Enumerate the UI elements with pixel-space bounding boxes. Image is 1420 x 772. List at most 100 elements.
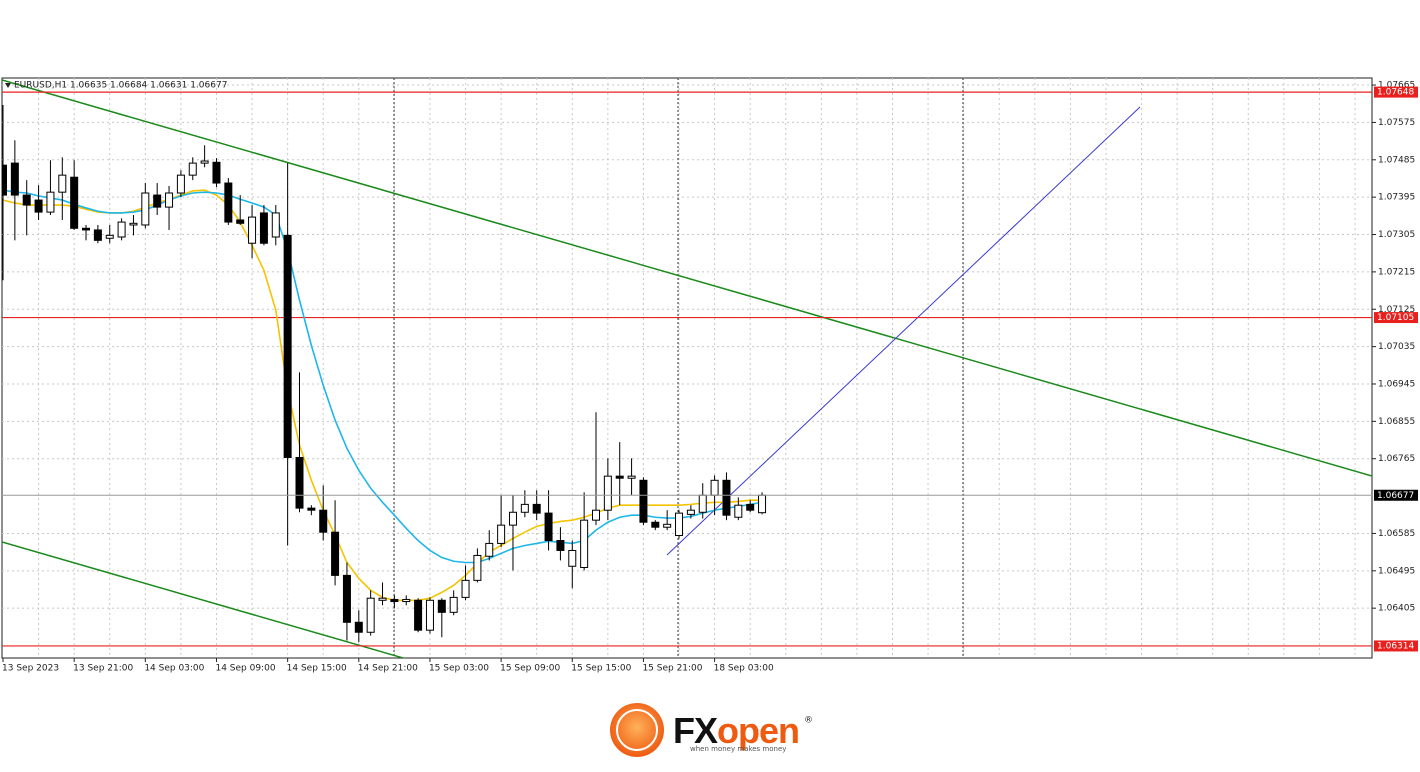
candle-body [580, 519, 589, 568]
candle-body [461, 579, 470, 598]
level-label-box [1374, 312, 1418, 324]
x-tick-label: 14 Sep 09:00 [215, 664, 275, 674]
candle-body [651, 521, 660, 528]
candle-body [248, 216, 257, 244]
candle-body [414, 599, 423, 631]
candle-body [603, 475, 612, 511]
candle-body [758, 494, 767, 514]
candle-body [283, 234, 292, 458]
candle-body [366, 597, 375, 633]
level-label: 1.07648 [1377, 88, 1414, 98]
candle-body [212, 161, 221, 184]
candle-body [710, 479, 719, 496]
candle-body [141, 192, 150, 226]
y-tick-label: 1.06765 [1378, 454, 1415, 464]
candle-body [390, 598, 399, 603]
candle-body [532, 503, 541, 514]
candle-body [129, 222, 138, 226]
candle-body [615, 475, 624, 479]
candle-body [200, 160, 209, 164]
candle-body [675, 512, 684, 537]
x-tick-label: 15 Sep 15:00 [571, 664, 631, 674]
candle-body [93, 229, 102, 241]
candle-body [153, 194, 162, 208]
candle-body [331, 531, 340, 576]
logo-brand-1: FX [673, 710, 718, 751]
symbol-marker [5, 83, 11, 88]
candle-body [663, 523, 672, 528]
candle-body [236, 219, 245, 224]
candle-body [449, 596, 458, 613]
candle-body [295, 456, 304, 509]
candle-body [70, 176, 79, 229]
candle-body [568, 549, 577, 567]
candle-body [473, 554, 482, 581]
candle-body [592, 509, 600, 521]
candle-body [342, 574, 351, 623]
y-tick-label: 1.06405 [1378, 604, 1415, 614]
candle-body [354, 621, 363, 633]
logo-text: FXopen [673, 710, 799, 751]
x-tick-label: 18 Sep 03:00 [714, 664, 774, 674]
candle-body [402, 598, 411, 603]
candle-body [378, 597, 387, 601]
candle-body [34, 199, 43, 213]
trend-line-upper [2, 79, 1372, 477]
candle-body [82, 227, 91, 231]
candle-body [485, 542, 494, 557]
candle-body [271, 212, 280, 238]
moving-average-line [2, 189, 763, 564]
candle-body [22, 194, 31, 206]
candle-body [686, 509, 695, 515]
candle-body [165, 192, 174, 208]
logo-brand-2: open [717, 710, 799, 751]
candle-body [319, 509, 328, 533]
candle-body [497, 524, 506, 544]
last-price-box [1374, 489, 1418, 501]
x-tick-label: 13 Sep 2023 [2, 664, 59, 674]
logo: FXopen ® when money makes money [610, 703, 813, 757]
candle-body [425, 599, 434, 631]
candle-body [188, 162, 197, 176]
candle-body [259, 212, 268, 244]
plot-frame [1, 77, 1373, 659]
candle-body [437, 599, 446, 613]
candle-body [105, 234, 114, 239]
candle-body [224, 182, 233, 223]
x-tick-label: 15 Sep 03:00 [429, 664, 489, 674]
logo-registered: ® [804, 716, 813, 726]
candle-body [176, 174, 185, 194]
candle-body [46, 191, 55, 213]
candle-body [307, 507, 316, 511]
y-tick-label: 1.07035 [1378, 342, 1415, 352]
x-tick-label: 14 Sep 21:00 [358, 664, 418, 674]
y-tick-label: 1.07485 [1378, 155, 1415, 165]
level-label: 1.06314 [1377, 641, 1414, 651]
candle-body [627, 475, 636, 479]
y-tick-label: 1.07665 [1378, 81, 1415, 91]
candle-body [2, 164, 7, 196]
last-price-label: 1.06677 [1377, 491, 1414, 501]
candle-body [746, 503, 755, 511]
y-tick-label: 1.07575 [1378, 118, 1415, 128]
x-tick-label: 13 Sep 21:00 [73, 664, 133, 674]
candle-body [698, 494, 707, 513]
level-label: 1.07105 [1377, 313, 1414, 323]
candle-body [734, 504, 743, 518]
candle-body [58, 174, 67, 193]
candle-body [556, 540, 565, 551]
y-tick-label: 1.07395 [1378, 193, 1415, 203]
x-tick-label: 14 Sep 03:00 [144, 664, 204, 674]
y-tick-label: 1.07125 [1378, 305, 1415, 315]
y-tick-label: 1.07215 [1378, 267, 1415, 277]
level-label-box [1374, 86, 1418, 98]
candle-body [520, 503, 529, 513]
chart-header: EURUSD,H1 1.06635 1.06684 1.06631 1.0667… [14, 81, 227, 91]
candle-body [117, 221, 126, 238]
candle-body [10, 162, 19, 196]
y-tick-label: 1.06945 [1378, 379, 1415, 389]
plot-layer [2, 78, 1372, 658]
candle-body [639, 479, 648, 523]
candle-body [722, 479, 731, 516]
